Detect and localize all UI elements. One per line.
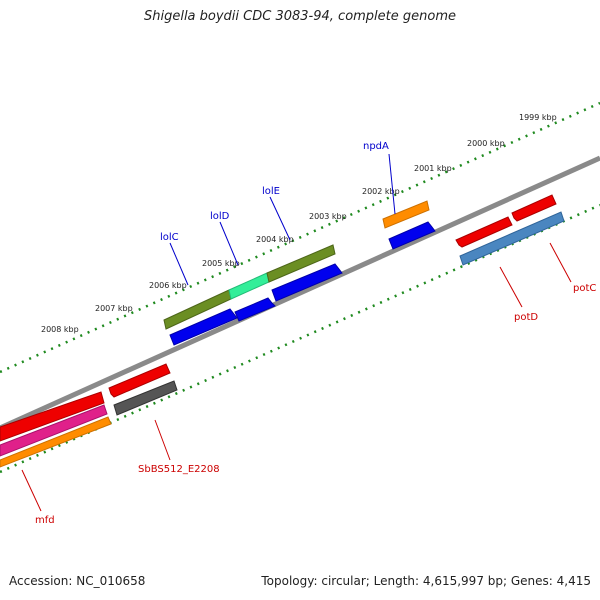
gene-label-potC[interactable]: potC [573, 283, 596, 294]
cds-potD-arrow[interactable] [455, 216, 513, 248]
leader-npdA [388, 153, 396, 215]
tick-label-2003: 2003 kbp [309, 212, 347, 221]
outer-scale-dots [0, 101, 600, 374]
cds-lolE-arrow[interactable] [271, 263, 343, 302]
gene-label-lolC[interactable]: lolC [160, 232, 179, 243]
inner-scale-dots [0, 203, 600, 474]
feature-spring-green[interactable] [228, 272, 270, 300]
gene-label-potD[interactable]: potD [514, 312, 538, 323]
leader-mfd [21, 469, 42, 512]
leader-lolE [269, 196, 291, 241]
feature-orange-mfd[interactable] [0, 416, 112, 468]
accession-text: Accession: NC_010658 [9, 574, 146, 588]
forward-cds-track [169, 221, 436, 346]
feature-gray-E2208[interactable] [113, 380, 178, 416]
gene-label-lolD[interactable]: lolD [210, 211, 230, 222]
leader-potD [499, 266, 523, 308]
upper-track [163, 200, 430, 330]
leader-E2208 [154, 419, 171, 461]
tick-labels: 1999 kbp 2000 kbp 2001 kbp 2002 kbp 2003… [41, 113, 557, 334]
reverse-cds-track [0, 194, 565, 468]
cds-lolD-arrow[interactable] [234, 297, 276, 322]
leader-potC [549, 242, 572, 283]
cds-potC-arrow[interactable] [511, 194, 557, 222]
tick-label-2002: 2002 kbp [362, 187, 400, 196]
tick-label-2001: 2001 kbp [414, 164, 452, 173]
tick-label-2005: 2005 kbp [202, 259, 240, 268]
gene-label-npdA[interactable]: npdA [363, 141, 389, 152]
genome-backbone [0, 155, 600, 431]
leader-lines [21, 153, 572, 512]
cds-lolC-arrow[interactable] [169, 308, 238, 346]
leader-lolC [169, 242, 189, 286]
cds-mfd-arrow[interactable] [0, 391, 105, 442]
feature-magenta-mfd[interactable] [0, 404, 108, 457]
tick-label-2000: 2000 kbp [467, 139, 505, 148]
gene-label-mfd[interactable]: mfd [35, 515, 55, 526]
gene-label-E2208[interactable]: SbBS512_E2208 [138, 464, 220, 475]
tick-label-2006: 2006 kbp [149, 281, 187, 290]
leader-lolD [219, 221, 239, 266]
tick-label-2004: 2004 kbp [256, 235, 294, 244]
tick-label-2008: 2008 kbp [41, 325, 79, 334]
tick-label-1999: 1999 kbp [519, 113, 557, 122]
cds-npdA-arrow[interactable] [388, 221, 436, 250]
feature-orange-npdA[interactable] [382, 200, 430, 229]
gene-label-lolE[interactable]: lolE [262, 186, 280, 197]
feature-steelblue-potD[interactable] [459, 211, 565, 266]
tick-label-2007: 2007 kbp [95, 304, 133, 313]
cds-E2208-arrow[interactable] [108, 363, 171, 398]
map-title: Shigella boydii CDC 3083-94, complete ge… [143, 9, 457, 24]
genome-summary-text: Topology: circular; Length: 4,615,997 bp… [261, 574, 591, 588]
gene-labels: npdA lolE lolD lolC potC potD SbBS512_E2… [35, 141, 596, 526]
feature-olive-right[interactable] [266, 244, 336, 283]
